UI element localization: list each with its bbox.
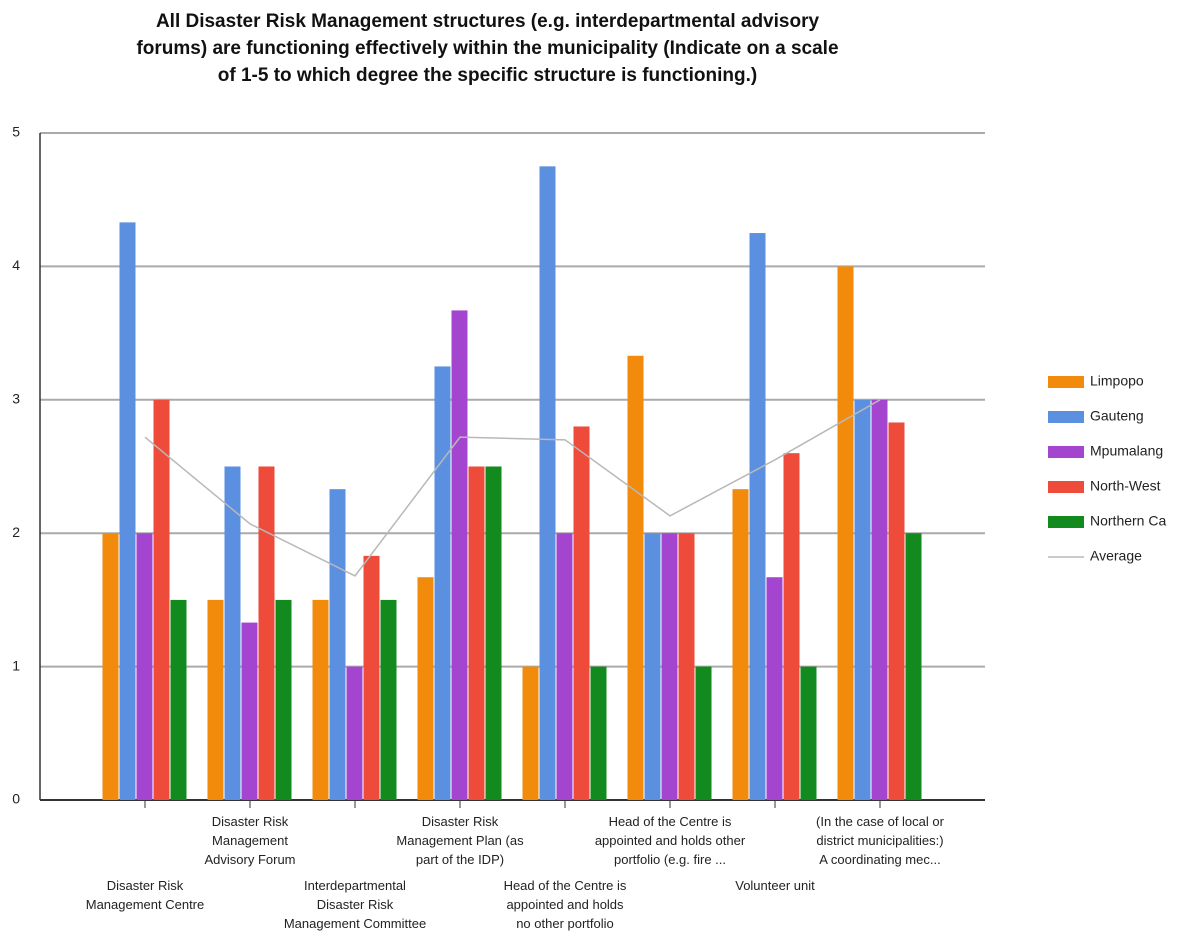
legend-label: Average	[1090, 548, 1142, 564]
legend-label: North-West	[1090, 478, 1161, 494]
bar	[485, 466, 502, 800]
bar	[749, 233, 766, 801]
legend-swatch	[1048, 481, 1084, 493]
bar	[312, 599, 329, 800]
y-tick-label: 1	[12, 657, 20, 673]
bar	[241, 622, 258, 800]
bar	[451, 310, 468, 800]
bar	[732, 489, 749, 800]
x-tick-label: Volunteer unit	[735, 878, 815, 893]
y-tick-label: 2	[12, 524, 20, 540]
bar	[905, 533, 922, 800]
x-tick-label: (In the case of local or district munici…	[816, 814, 944, 867]
x-tick-label: Interdepartmental Disaster Risk Manageme…	[283, 878, 427, 931]
bar	[275, 599, 292, 800]
bar	[522, 666, 539, 800]
bar	[837, 266, 854, 800]
bar	[678, 533, 695, 800]
bar	[207, 599, 224, 800]
bar	[556, 533, 573, 800]
bar	[644, 533, 661, 800]
bar	[224, 466, 241, 800]
bar	[380, 599, 397, 800]
legend-label: Northern Ca	[1090, 513, 1166, 529]
bar	[695, 666, 712, 800]
bar	[888, 422, 905, 800]
bar	[153, 399, 170, 800]
bar	[434, 366, 451, 800]
bar	[102, 533, 119, 800]
legend-label: Limpopo	[1090, 373, 1144, 389]
x-tick-label: Disaster Risk Management Centre	[85, 878, 205, 912]
x-tick-label: Disaster Risk Management Advisory Forum	[204, 814, 296, 867]
legend-label: Mpumalang	[1090, 443, 1163, 459]
y-tick-label: 4	[12, 257, 20, 273]
bar	[363, 555, 380, 800]
bar	[346, 666, 363, 800]
bar	[539, 166, 556, 801]
legend-swatch	[1048, 411, 1084, 423]
legend-label: Gauteng	[1090, 408, 1144, 424]
y-tick-label: 0	[12, 791, 20, 807]
legend-swatch	[1048, 516, 1084, 528]
bar	[766, 577, 783, 800]
bar	[258, 466, 275, 800]
bar	[800, 666, 817, 800]
x-tick-label: Head of the Centre is appointed and hold…	[503, 878, 627, 931]
bar	[590, 666, 607, 800]
bar	[854, 399, 871, 800]
bar	[783, 453, 800, 800]
bar	[417, 577, 434, 800]
bar	[871, 399, 888, 800]
legend-swatch	[1048, 376, 1084, 388]
x-tick-label: Head of the Centre is appointed and hold…	[594, 814, 746, 867]
chart-title: All Disaster Risk Management structures …	[136, 11, 839, 86]
bar	[661, 533, 678, 800]
bar	[573, 426, 590, 800]
x-tick-label: Disaster Risk Management Plan (as part o…	[396, 814, 524, 867]
bar	[170, 599, 187, 800]
bar	[468, 466, 485, 800]
legend-swatch	[1048, 446, 1084, 458]
average-line	[144, 399, 881, 577]
bar	[329, 489, 346, 800]
y-tick-label: 3	[12, 391, 20, 407]
bar	[136, 533, 153, 800]
bar	[627, 355, 644, 800]
y-tick-label: 5	[12, 124, 20, 140]
bar	[119, 222, 136, 801]
